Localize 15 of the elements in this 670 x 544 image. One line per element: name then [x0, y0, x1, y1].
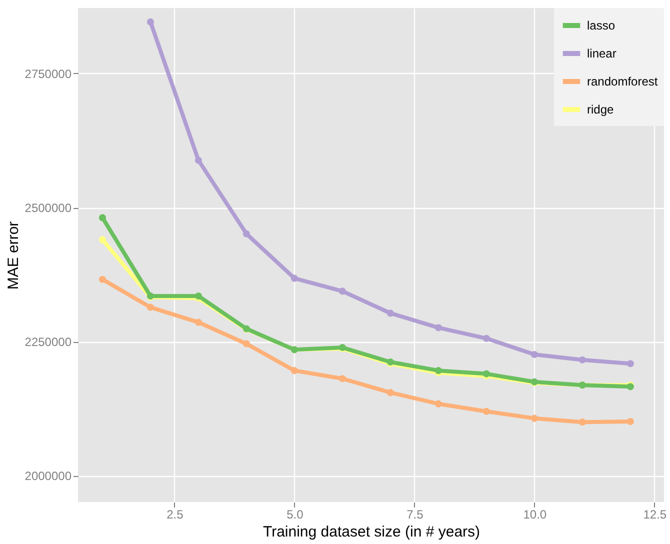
legend-label: lasso — [587, 18, 616, 32]
y-tick-label: 2500000 — [24, 201, 72, 216]
x-tick-label: 5.0 — [286, 508, 304, 522]
x-tick-label: 12.5 — [643, 508, 667, 522]
x-tick-label: 2.5 — [166, 508, 184, 522]
y-tick-label: 2000000 — [24, 469, 72, 484]
x-tick-label: 7.5 — [406, 508, 424, 522]
legend-label: ridge — [587, 102, 614, 116]
y-axis-title: MAE error — [4, 221, 22, 290]
x-axis-title: Training dataset size (in # years) — [262, 524, 480, 540]
x-tick-label: 10.0 — [523, 508, 547, 522]
y-tick-label: 2250000 — [24, 335, 72, 350]
y-tick-label: 2750000 — [24, 66, 72, 81]
legend-label: linear — [587, 46, 616, 60]
legend-label: randomforest — [587, 74, 658, 88]
